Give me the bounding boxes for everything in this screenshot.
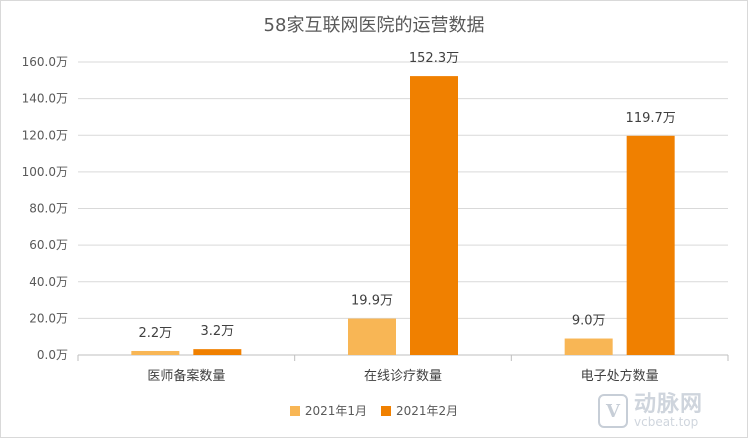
bar — [410, 76, 458, 356]
watermark-text-cn: 动脉网 — [634, 392, 704, 418]
y-tick-label: 160.0万 — [22, 55, 68, 69]
legend-swatch-jan — [289, 405, 300, 416]
watermark: V 动脉网 vcbeat.top — [598, 390, 738, 432]
watermark-text-en: vcbeat.top — [634, 415, 699, 430]
bar — [564, 338, 613, 355]
data-label: 9.0万 — [572, 314, 606, 329]
y-tick-label: 80.0万 — [29, 202, 68, 216]
x-tick-label: 医师备案数量 — [147, 368, 225, 384]
bar — [131, 350, 180, 355]
y-tick-label: 20.0万 — [29, 311, 68, 325]
legend-swatch-feb — [381, 405, 391, 416]
y-tick-label: 140.0万 — [22, 92, 68, 106]
legend-label-feb: 2021年2月 — [396, 404, 459, 418]
legend-item-feb: 2021年2月 — [381, 402, 458, 419]
y-tick-label: 60.0万 — [29, 238, 68, 252]
y-tick-label: 120.0万 — [22, 128, 68, 142]
data-label: 2.2万 — [138, 326, 172, 341]
y-tick-label: 100.0万 — [22, 165, 68, 179]
legend-item-jan: 2021年1月 — [289, 402, 367, 419]
y-tick-label: 0.0万 — [37, 348, 68, 362]
x-tick-label: 在线诊疗数量 — [364, 369, 442, 384]
data-label: 119.7万 — [626, 111, 676, 126]
watermark-text: 动脉网 vcbeat.top — [634, 393, 703, 429]
chart-legend: 2021年1月 2021年2月 — [0, 402, 748, 419]
bar — [348, 318, 396, 355]
data-label: 152.3万 — [409, 51, 459, 66]
bar — [626, 135, 675, 355]
data-label: 19.9万 — [351, 294, 393, 309]
data-label: 3.2万 — [200, 324, 234, 339]
y-tick-label: 40.0万 — [29, 275, 68, 289]
watermark-logo-icon: V — [598, 394, 628, 428]
bar — [193, 349, 242, 355]
legend-label-jan: 2021年1月 — [304, 404, 367, 418]
x-tick-label: 电子处方数量 — [581, 368, 659, 384]
chart-title: 58家互联网医院的运营数据 — [263, 15, 485, 36]
